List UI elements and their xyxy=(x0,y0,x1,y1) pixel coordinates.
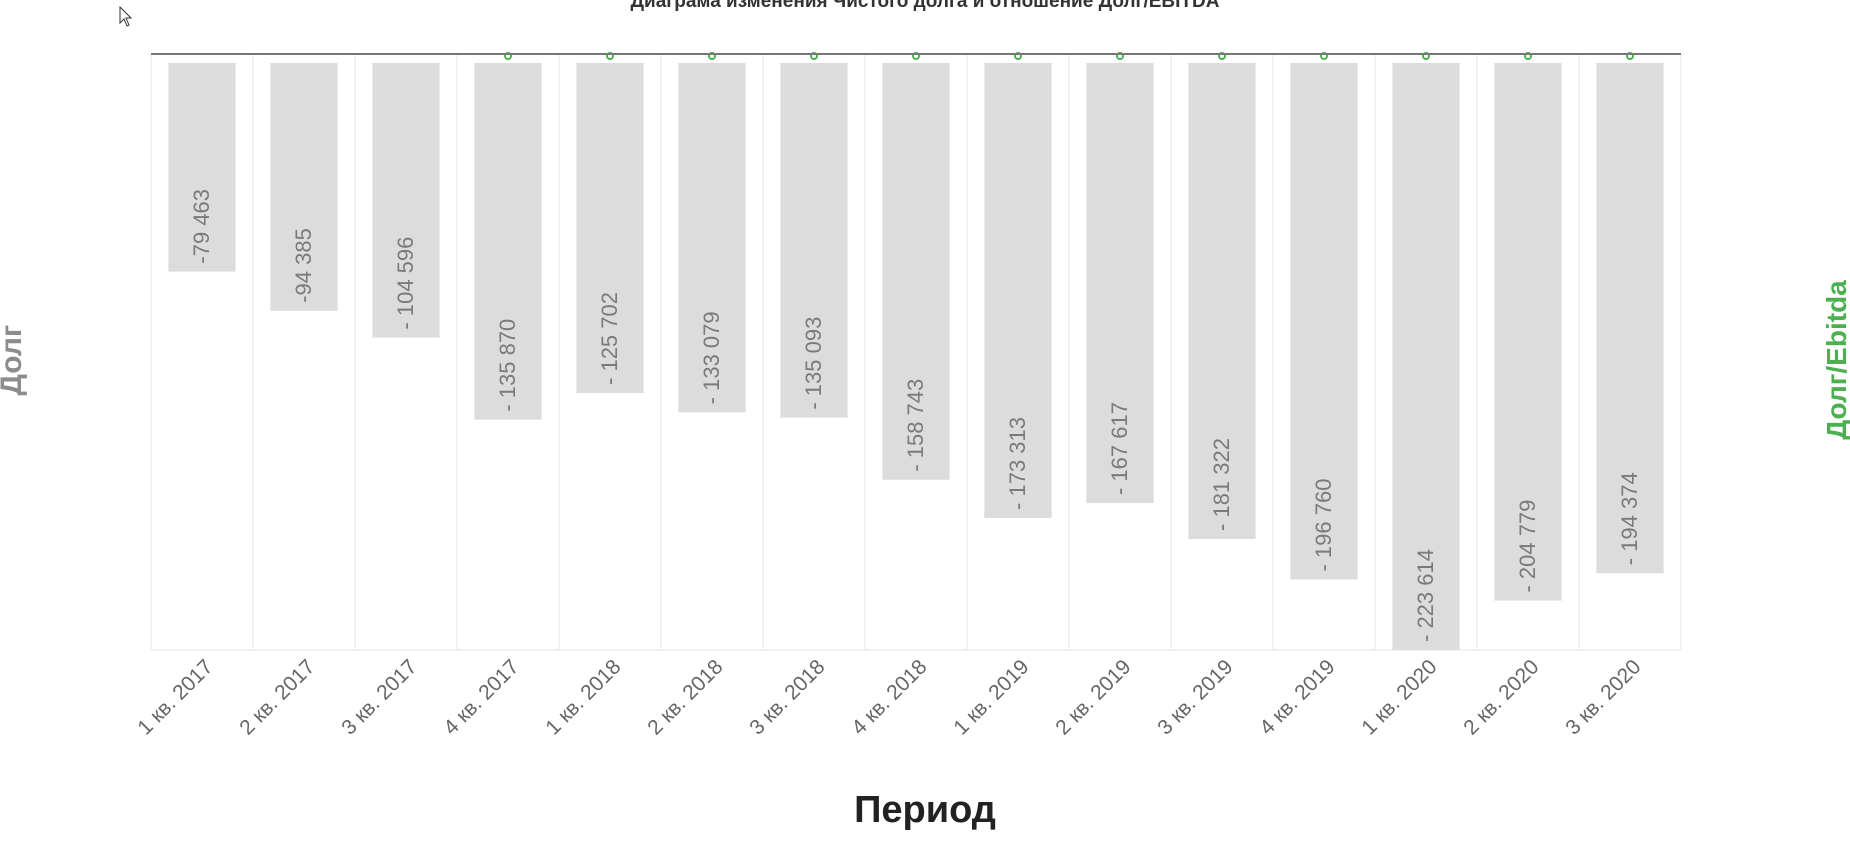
bar-value-label: -79 463 xyxy=(189,189,214,264)
bar-value-label: - 173 313 xyxy=(1005,417,1030,510)
bar-value-label: - 181 322 xyxy=(1209,438,1234,531)
x-tick-label: 1 кв. 2019 xyxy=(949,655,1033,739)
bar xyxy=(372,63,440,338)
x-tick-label: 1 кв. 2018 xyxy=(541,655,625,739)
bar xyxy=(1392,63,1460,650)
bar xyxy=(1494,63,1562,601)
x-tick-label: 2 кв. 2017 xyxy=(235,655,319,739)
x-tick-label: 3 кв. 2020 xyxy=(1561,655,1645,739)
x-tick-label: 2 кв. 2019 xyxy=(1051,655,1135,739)
bar-value-label: -94 385 xyxy=(291,228,316,303)
bar-value-label: - 167 617 xyxy=(1107,402,1132,495)
bar xyxy=(1596,63,1664,574)
x-tick-label: 3 кв. 2017 xyxy=(337,655,421,739)
x-tick-label: 2 кв. 2018 xyxy=(643,655,727,739)
bar xyxy=(270,63,338,311)
chart-title: Диаграма изменения Чистого долга и отнош… xyxy=(630,0,1220,12)
bar xyxy=(1188,63,1256,539)
y-axis-label: Долг xyxy=(0,324,28,396)
bar-value-label: - 204 779 xyxy=(1515,500,1540,593)
x-tick-label: 3 кв. 2018 xyxy=(745,655,829,739)
x-tick-label: 4 кв. 2018 xyxy=(847,655,931,739)
mouse-cursor-icon xyxy=(119,6,133,27)
y-axis-label-right: Долг/Ebitda xyxy=(1821,280,1850,440)
bar-value-label: - 104 596 xyxy=(393,237,418,330)
bar-value-label: - 125 702 xyxy=(597,292,622,385)
bar xyxy=(1290,63,1358,580)
x-tick-label: 2 кв. 2020 xyxy=(1459,655,1543,739)
bar xyxy=(780,63,848,418)
x-axis-label: Период xyxy=(854,789,996,831)
bar xyxy=(882,63,950,480)
bar xyxy=(984,63,1052,518)
bar-value-label: - 196 760 xyxy=(1311,479,1336,572)
bar xyxy=(1086,63,1154,504)
bar-value-label: - 194 374 xyxy=(1617,472,1642,565)
bar-value-label: - 135 870 xyxy=(495,319,520,412)
bar-value-label: - 135 093 xyxy=(801,317,826,410)
bar xyxy=(168,63,236,272)
bar xyxy=(678,63,746,413)
bar-value-label: - 223 614 xyxy=(1413,549,1438,642)
bar-value-label: - 158 743 xyxy=(903,379,928,472)
x-tick-label: 4 кв. 2017 xyxy=(439,655,523,739)
x-tick-label: 4 кв. 2019 xyxy=(1255,655,1339,739)
bar xyxy=(576,63,644,393)
bar-value-label: - 133 079 xyxy=(699,311,724,404)
bar xyxy=(474,63,542,420)
x-tick-label: 1 кв. 2020 xyxy=(1357,655,1441,739)
x-tick-label: 1 кв. 2017 xyxy=(133,655,217,739)
x-tick-label: 3 кв. 2019 xyxy=(1153,655,1237,739)
